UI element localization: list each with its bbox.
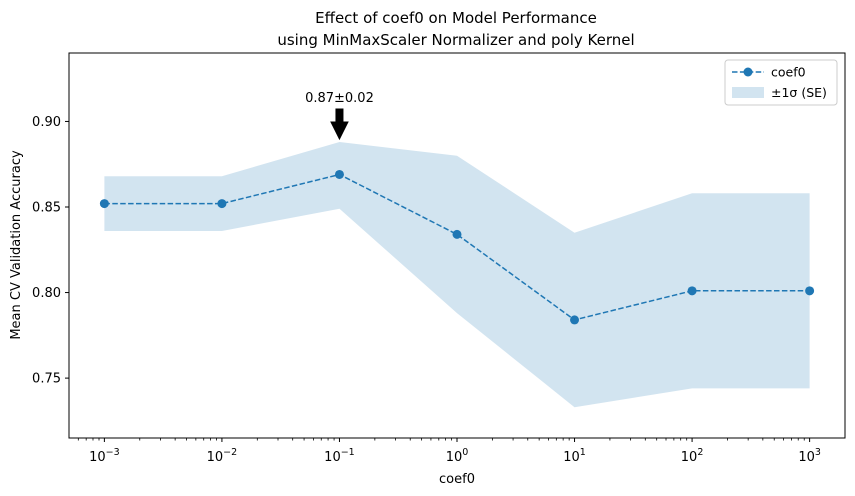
x-tick-label: 10−2: [207, 447, 238, 465]
data-point: [334, 169, 344, 179]
axes: 0.75 0.80 0.85 0.90 10−3 10−2 10−1 100 101 102 103: [32, 52, 846, 465]
data-point: [570, 315, 580, 325]
data-point: [217, 199, 227, 209]
x-tick-label: 101: [563, 447, 586, 465]
x-tick-label: 102: [681, 447, 704, 465]
series-layer: [99, 169, 815, 325]
y-tick-label: 0.85: [32, 201, 61, 216]
x-axis-label: coef0: [439, 472, 475, 487]
data-point: [687, 286, 697, 296]
annotation-text: 0.87±0.02: [305, 91, 374, 106]
legend-band-swatch: [732, 87, 764, 98]
x-tick-label: 100: [446, 447, 469, 465]
chart-subtitle: using MinMaxScaler Normalizer and poly K…: [277, 31, 634, 49]
y-tick-label: 0.75: [32, 372, 61, 387]
y-tick-label: 0.80: [32, 286, 61, 301]
legend-label-series: coef0: [771, 65, 806, 80]
data-point: [99, 199, 109, 209]
x-tick-label: 10−1: [324, 447, 355, 465]
x-tick-label: 103: [798, 447, 821, 465]
legend: coef0 ±1σ (SE): [724, 59, 838, 106]
legend-label-band: ±1σ (SE): [771, 85, 827, 100]
y-tick-label: 0.90: [32, 115, 61, 130]
annotation-layer: 0.87±0.02: [305, 91, 374, 141]
data-point: [805, 286, 815, 296]
annotation-arrow: [330, 108, 349, 141]
error-band: [104, 142, 810, 408]
chart-title: Effect of coef0 on Model Performance: [315, 9, 597, 27]
data-point: [452, 229, 462, 239]
x-tick-label: 10−3: [89, 447, 120, 465]
error-band-layer: [104, 142, 810, 408]
y-axis-label: Mean CV Validation Accuracy: [9, 150, 24, 340]
legend-marker-swatch: [743, 67, 753, 77]
